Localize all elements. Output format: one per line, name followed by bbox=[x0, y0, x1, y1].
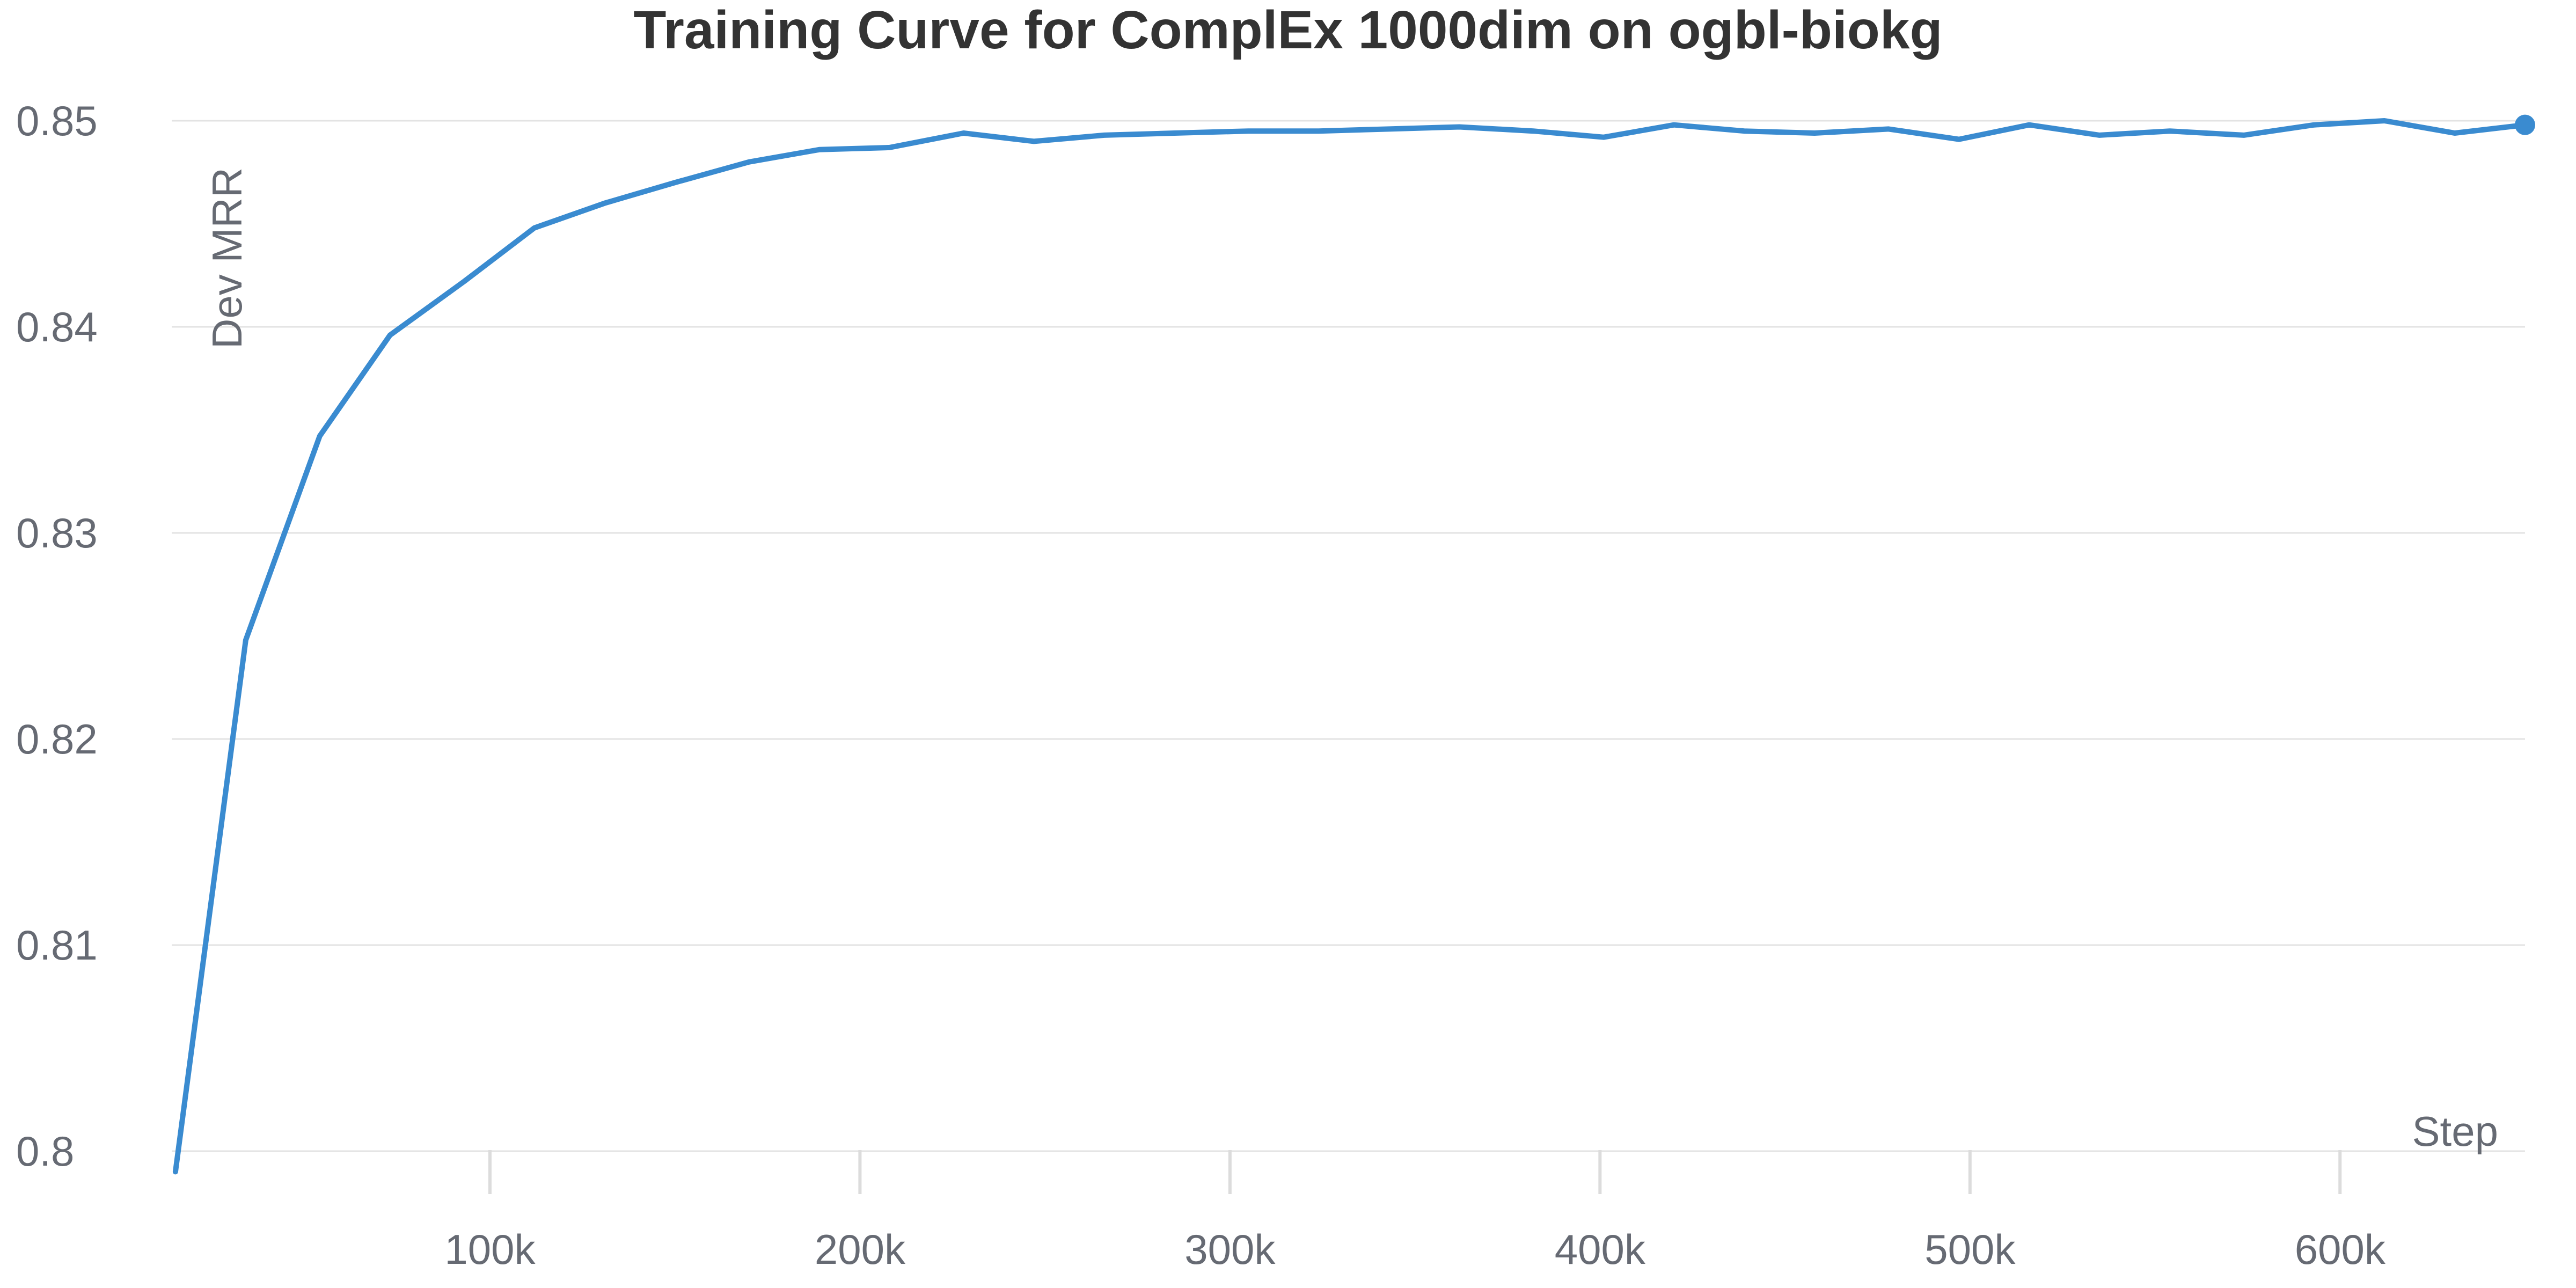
y-tick-label: 0.85 bbox=[16, 97, 98, 144]
y-axis-label: Dev MRR bbox=[203, 167, 251, 349]
series-line bbox=[172, 118, 2528, 1175]
y-tick-label: 0.83 bbox=[16, 509, 98, 557]
gridlines bbox=[172, 120, 2525, 1152]
x-axis-ticks bbox=[488, 1150, 2342, 1194]
y-tick-label: 0.81 bbox=[16, 921, 98, 969]
x-tick-label: 600k bbox=[2295, 1226, 2386, 1273]
x-tick-label: 100k bbox=[444, 1226, 536, 1273]
x-tick-label: 400k bbox=[1555, 1226, 1646, 1273]
y-tick-label: 0.82 bbox=[16, 715, 98, 763]
y-axis-tick-labels: 0.8 0.81 0.82 0.83 0.84 0.85 bbox=[16, 97, 98, 1175]
y-tick-label: 0.8 bbox=[16, 1128, 74, 1175]
x-axis-tick-labels: 100k 200k 300k 400k 500k 600k bbox=[444, 1226, 2385, 1273]
x-axis-label: Step bbox=[2412, 1108, 2498, 1155]
series-layer bbox=[172, 114, 2535, 1175]
y-tick-label: 0.84 bbox=[16, 303, 98, 350]
x-tick-label: 300k bbox=[1184, 1226, 1276, 1273]
x-tick-label: 500k bbox=[1924, 1226, 2016, 1273]
series-end-point bbox=[2515, 114, 2535, 135]
x-tick-label: 200k bbox=[815, 1226, 906, 1273]
chart-title: Training Curve for ComplEx 1000dim on og… bbox=[633, 0, 1942, 60]
